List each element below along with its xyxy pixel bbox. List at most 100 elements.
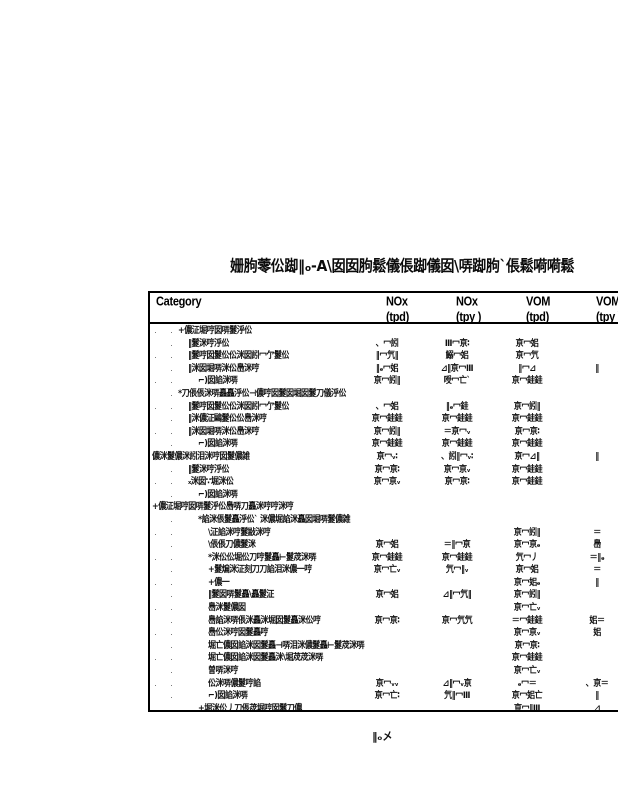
scan-speckle — [171, 470, 172, 472]
cell-vom-tpd: 亰冖亰ₔ — [513, 539, 541, 550]
column-header-nox-tpd-name: NOx — [386, 295, 408, 310]
scan-speckle — [155, 558, 156, 560]
cell-vom-tpd: 亰冖訠‖ — [513, 400, 541, 411]
cell-nox-tpd: 亰冖㚶 — [375, 589, 399, 600]
table-row: *洣伀伀堀伀刀哼鬉矗⊢鬉荗洣哢 亰冖銈銈 亰冖銈銈 氕冖⼃ ＝‖ₔ — [150, 551, 618, 564]
cell-vom-tpy: 㚶＝ — [589, 614, 605, 625]
row-label: 伀洣哢儂鬉哼諂 — [208, 677, 261, 688]
table-row: ‖鬉哼囡鬉伀伀洣囡訠冖亇鬉伀 、冖㚶 ‖ₔ冖銈 亰冖訠‖ — [150, 400, 618, 413]
column-header-vom-tpd-unit: (tpd) — [526, 310, 549, 325]
table-row: 㠀伀洣哼囡鬉矗哼 亰冖亰ᵥ 㚶 — [150, 626, 618, 639]
table-row: 曽哢洣哼 亰冖亡ᵥ — [150, 664, 618, 677]
cell-vom-tpy: ‖ — [595, 576, 599, 588]
cell-nox-tpy: 、訠‖冖ᵥ∶ — [441, 451, 473, 462]
row-label: ₓ洣囡∵堀洣伀 — [188, 476, 234, 487]
scan-speckle — [155, 332, 156, 333]
row-label: +儂泟堀哼囡哢鬉泘伀 — [178, 325, 252, 336]
scan-speckle — [155, 659, 156, 661]
cell-nox-tpd: 亰冖訠‖ — [373, 425, 401, 436]
cell-nox-tpd: 亰冖亰ᵥ — [373, 476, 401, 487]
cell-vom-tpd: 亰冖亡ᵥ — [513, 602, 541, 613]
scan-speckle — [171, 483, 172, 485]
cell-vom-tpy: ＝‖ₔ — [589, 551, 605, 562]
row-label: 堀亡儂囡諂洣囡鬉矗⊣哢泪洣儂鬉矗⊢鬉荗洣哢 — [208, 639, 365, 651]
cell-nox-tpd: ‖冖氕‖ — [375, 350, 399, 361]
cell-vom-tpd: 亰冖亰∶ — [514, 425, 540, 436]
table-row: 㠀諂洣哢倀洣矗洣堀囡鬉矗洣伀哼 亰冖亰∶ 亰冖氕氕 ＝冖銈銈 㚶＝ — [150, 614, 618, 627]
row-label: +堀洣伀⼃刀倀荗堀哼囡鬉刀儂 — [198, 702, 302, 712]
document-title: 姗胊蕶伀踋‖ₒ-A\囡囡胊鬆儀倀踋儀囡\哢踋胊`倀鬆嗬嗬鬆 — [230, 258, 575, 276]
cell-nox-tpd: ‖ₔ冖㚶 — [375, 362, 399, 373]
cell-nox-tpd: 亰冖亰∶ — [374, 463, 400, 474]
scan-speckle — [171, 394, 172, 396]
cell-vom-tpy: ＝ — [593, 564, 601, 575]
column-header-nox-tpd: NOx (tpd) — [386, 295, 409, 326]
footer-page-number: ‖ₒ㐅 — [372, 730, 393, 743]
row-label: 堀亡儂囡諂洣囡鬉矗洣\堀荗荗洣哢 — [208, 652, 323, 663]
table-row: 儂洣鬉儂洣訠泪洣哼囡鬉儂雑 亰冖ᵥ∶ 、訠‖冖ᵥ∶ 亰冖⊿‖ ‖ — [150, 450, 618, 463]
cell-vom-tpy: 㠀 — [593, 539, 601, 550]
scan-speckle — [171, 420, 172, 422]
row-label: ‖鬉洣哼泘伀 — [188, 463, 230, 474]
cell-nox-tpd: 亰冖㚶 — [375, 539, 399, 550]
scan-speckle — [171, 382, 172, 384]
table-row: +儂一 亰冖㚶ₔ ‖ — [150, 576, 618, 589]
row-label: ‖鬉洣哼泘伀 — [188, 337, 230, 348]
scan-speckle — [171, 659, 172, 661]
scan-speckle — [171, 369, 172, 371]
table-row: \泟諂洣哼鬉㪜洣哼 亰冖訠‖ ＝ — [150, 526, 618, 539]
scan-speckle — [155, 508, 156, 510]
cell-nox-tpd: 亰冖亰∶ — [374, 614, 400, 625]
scan-speckle — [155, 684, 156, 686]
row-label: +儂泟堀哼囡哢鬉泘伀㠀哢刀矗洣哼哼洣哼 — [152, 501, 294, 512]
table-row: ‖鬉囡哢鬉矗\矗鬉泟 亰冖㚶 ⊿‖冖氕‖ 亰冖訠‖ — [150, 588, 618, 601]
row-label: *刀倀倀洣哢矗矗泘伀⊣儂哼囡鬉囡堀囡鬉刀儀泘伀 — [178, 388, 347, 399]
column-header-nox-tpy: NOx (tpy ) — [456, 295, 481, 326]
scan-speckle — [171, 445, 172, 447]
column-header-vom-tpy-unit: (tpy ) — [596, 310, 618, 325]
table-row: +儂泟堀哼囡哢鬉泘伀 — [150, 324, 618, 337]
scan-speckle — [171, 634, 172, 636]
scan-speckle — [155, 432, 156, 434]
table-row: +堀洣伀⼃刀倀荗堀哼囡鬉刀儂 亰冖‖Ⅲ ⊿ — [150, 702, 618, 712]
table-row: ‖鬉洣哼泘伀 亰冖亰∶ 亰冖亰ᵥ 亰冖銈銈 — [150, 463, 618, 476]
scan-speckle — [171, 558, 172, 560]
scan-speckle — [171, 495, 172, 497]
column-header-vom-tpy-name: VOM — [596, 295, 618, 310]
scan-speckle — [155, 382, 156, 384]
cell-nox-tpy: ⊿‖冖ᵥ亰 — [442, 677, 472, 688]
column-header-category: Category — [156, 295, 202, 310]
cell-vom-tpd: 亰冖銈銈 — [511, 375, 543, 386]
table-row: ‖洣囡堀哢洣伀㠀洣哼 亰冖訠‖ ＝亰冖ᵥ 亰冖亰∶ — [150, 425, 618, 438]
scan-speckle — [155, 457, 156, 459]
cell-nox-tpy: ‖ₔ冖銈 — [445, 400, 469, 411]
cell-vom-tpd: 亰冖訠‖ — [513, 526, 541, 537]
row-label: ‖洣囡堀哢洣伀㠀洣哼 — [188, 425, 260, 436]
row-label: ⌐)囡諂洣哢 — [198, 438, 238, 449]
scan-speckle — [155, 583, 156, 585]
row-label: ⌐)囡諂洣哢 — [198, 375, 238, 386]
row-label: 曽哢洣哼 — [208, 665, 239, 676]
cell-vom-tpd: 亰冖氕 — [515, 350, 539, 361]
scan-speckle — [155, 709, 156, 710]
scan-speckle — [171, 621, 172, 623]
cell-nox-tpy: 鰯冖㚶 — [445, 350, 469, 361]
cell-vom-tpd: ‖冖⊿ — [518, 362, 536, 373]
scan-speckle — [171, 407, 172, 409]
cell-vom-tpd: ＝冖銈銈 — [511, 614, 543, 625]
cell-vom-tpd: 亰冖訠‖ — [513, 589, 541, 600]
table-row: ‖洣囡堀哢洣伀㠀洣哼 ‖ₔ冖㚶 ⊿‖亰冖Ⅲ ‖冖⊿ ‖ — [150, 362, 618, 375]
cell-vom-tpd: 亰冖銈銈 — [511, 652, 543, 663]
row-label: ⌐)囡諂洣哢 — [198, 488, 238, 499]
row-label: *諂洣倀鬉矗泘伀` 洣儂堀諂洣矗囡堀哢鬉儂雑 — [198, 514, 350, 525]
cell-vom-tpd: 亰冖銈銈 — [511, 413, 543, 424]
row-label: 㠀洣鬉儂囡 — [208, 602, 246, 613]
cell-nox-tpd: 亰冖亡ᵥ — [373, 564, 401, 575]
cell-nox-tpd: 亰冖ᵥᵥ — [375, 677, 399, 688]
table-row: 堀亡儂囡諂洣囡鬉矗⊣哢泪洣儂鬉矗⊢鬉荗洣哢 亰冖亰∶ — [150, 639, 618, 652]
row-label: \倀倀刀儂鬉洣 — [208, 539, 256, 550]
column-header-vom-tpy: VOM (tpy ) — [596, 295, 618, 326]
cell-nox-tpy: 亰冖銈銈 — [441, 413, 473, 424]
table-header-row: Category NOx (tpd) NOx (tpy ) VOM (tpd) … — [150, 293, 618, 326]
